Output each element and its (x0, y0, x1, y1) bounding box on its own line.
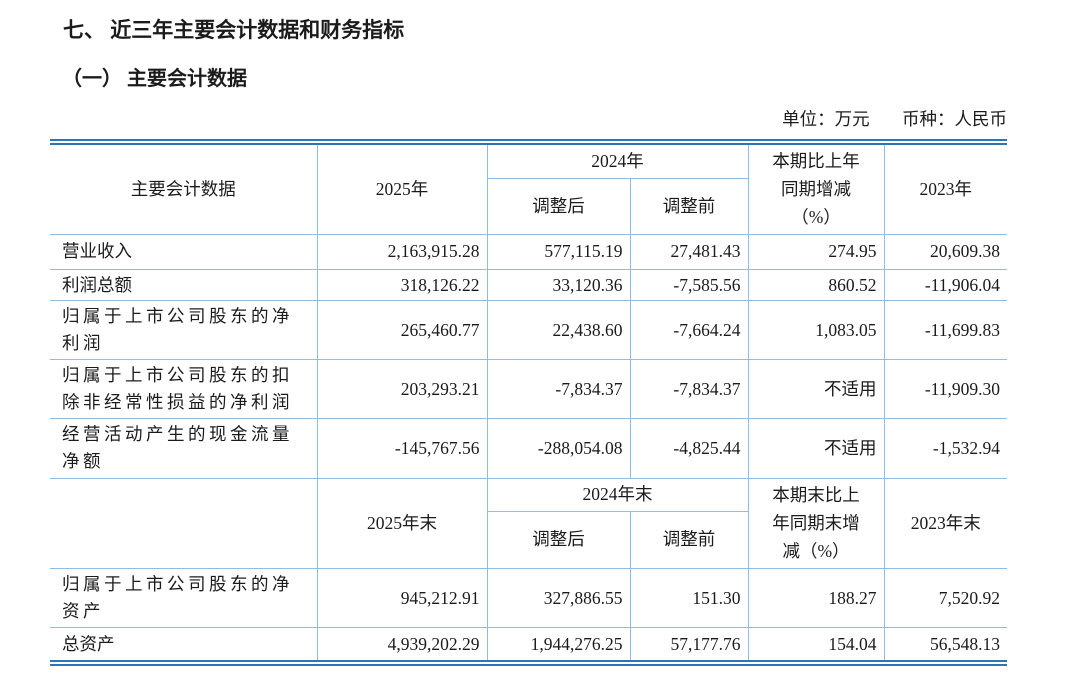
cell-change: 不适用 (747, 418, 884, 478)
header-row-period: 主要会计数据 2025年 2024年 本期比上年 同期增减 （%） 2023年 (50, 145, 1007, 234)
column-header-change: 本期比上年 同期增减 （%） (747, 145, 884, 234)
column-header-change-end: 本期末比上 年同期末增 减（%） (747, 477, 884, 568)
cell-change: 860.52 (747, 268, 884, 301)
cell-change: 1,083.05 (747, 299, 884, 360)
table-row: 归属于上市公司股东的扣除非经常性损益的净利润 203,293.21 -7,834… (50, 358, 1007, 419)
cell-2025: 318,126.22 (316, 268, 487, 301)
column-header-2024: 2024年 (486, 145, 748, 178)
column-header-2025: 2025年 (316, 145, 487, 234)
cell-2023: -11,699.83 (883, 299, 1007, 360)
cell-change: 154.04 (747, 626, 884, 661)
column-header-2025-end: 2025年末 (316, 477, 487, 568)
column-header-2024-adjusted: 调整后 (486, 177, 630, 234)
cell-2024-adjusted: 577,115.19 (486, 233, 630, 269)
column-header-metric-empty (50, 477, 317, 568)
cell-2024-adjusted: 1,944,276.25 (486, 626, 630, 661)
cell-2025: -145,767.56 (316, 418, 487, 478)
header-row-endperiod-sub: 调整后 调整前 (50, 510, 1007, 568)
table-row: 营业收入 2,163,915.28 577,115.19 27,481.43 2… (50, 233, 1007, 269)
cell-change: 274.95 (747, 233, 884, 269)
table-row: 利润总额 318,126.22 33,120.36 -7,585.56 860.… (50, 268, 1007, 301)
cell-2024-before: -4,825.44 (629, 418, 748, 478)
cell-change: 188.27 (747, 567, 884, 628)
cell-2023: -11,909.30 (883, 358, 1007, 419)
unit-label: 单位：万元 (782, 109, 870, 129)
cell-2023: -1,532.94 (883, 418, 1007, 478)
cell-2023: 56,548.13 (883, 626, 1007, 661)
currency-label: 币种：人民币 (902, 109, 1007, 129)
header-row-period-sub: 调整后 调整前 (50, 177, 1007, 234)
cell-2023: 20,609.38 (883, 233, 1007, 269)
cell-change: 不适用 (747, 358, 884, 419)
header-row-endperiod: 2025年末 2024年末 本期末比上 年同期末增 减（%） 2023年末 (50, 477, 1007, 568)
cell-2024-adjusted: -7,834.37 (486, 358, 630, 419)
table-row: 经营活动产生的现金流量净额 -145,767.56 -288,054.08 -4… (50, 418, 1007, 478)
section-title: 七、 近三年主要会计数据和财务指标 (63, 18, 405, 42)
cell-2023: -11,906.04 (883, 268, 1007, 301)
cell-2024-adjusted: 22,438.60 (486, 299, 630, 360)
cell-2025: 2,163,915.28 (316, 233, 487, 269)
row-label: 归属于上市公司股东的扣除非经常性损益的净利润 (50, 358, 317, 419)
cell-2025: 203,293.21 (316, 358, 487, 419)
cell-2024-adjusted: -288,054.08 (486, 418, 630, 478)
cell-2024-before: 151.30 (629, 567, 748, 628)
column-header-2024-end-adjusted: 调整后 (486, 510, 630, 568)
column-header-2023-end: 2023年末 (883, 477, 1007, 568)
accounting-table: 主要会计数据 2025年 2024年 本期比上年 同期增减 （%） 2023年 … (50, 139, 1007, 667)
row-label: 营业收入 (50, 233, 317, 269)
cell-2025: 945,212.91 (316, 567, 487, 628)
row-label: 经营活动产生的现金流量净额 (50, 418, 317, 478)
cell-2024-adjusted: 327,886.55 (486, 567, 630, 628)
unit-line: 单位：万元 币种：人民币 (50, 107, 1007, 131)
cell-2024-before: -7,834.37 (629, 358, 748, 419)
accounting-table-grid: 主要会计数据 2025年 2024年 本期比上年 同期增减 （%） 2023年 … (50, 145, 1007, 661)
cell-2024-before: 27,481.43 (629, 233, 748, 269)
cell-2023: 7,520.92 (883, 567, 1007, 628)
row-label: 利润总额 (50, 268, 317, 301)
cell-2025: 4,939,202.29 (316, 626, 487, 661)
table-row: 归属于上市公司股东的净资产 945,212.91 327,886.55 151.… (50, 567, 1007, 628)
cell-2025: 265,460.77 (316, 299, 487, 360)
column-header-2024-end-before: 调整前 (629, 510, 748, 568)
cell-2024-before: 57,177.76 (629, 626, 748, 661)
cell-2024-adjusted: 33,120.36 (486, 268, 630, 301)
table-row: 总资产 4,939,202.29 1,944,276.25 57,177.76 … (50, 626, 1007, 661)
column-header-2024-before: 调整前 (629, 177, 748, 234)
row-label: 归属于上市公司股东的净资产 (50, 567, 317, 628)
row-label: 总资产 (50, 626, 317, 661)
column-header-2024-end: 2024年末 (486, 477, 748, 511)
cell-2024-before: -7,664.24 (629, 299, 748, 360)
document-page: 七、 近三年主要会计数据和财务指标 （一） 主要会计数据 单位：万元 币种：人民… (0, 17, 1080, 688)
table-row: 归属于上市公司股东的净利润 265,460.77 22,438.60 -7,66… (50, 299, 1007, 360)
row-label: 归属于上市公司股东的净利润 (50, 299, 317, 360)
column-header-metric: 主要会计数据 (130, 179, 236, 200)
cell-2024-before: -7,585.56 (629, 268, 748, 301)
column-header-2023: 2023年 (883, 145, 1007, 234)
subsection-title: （一） 主要会计数据 (62, 68, 247, 90)
